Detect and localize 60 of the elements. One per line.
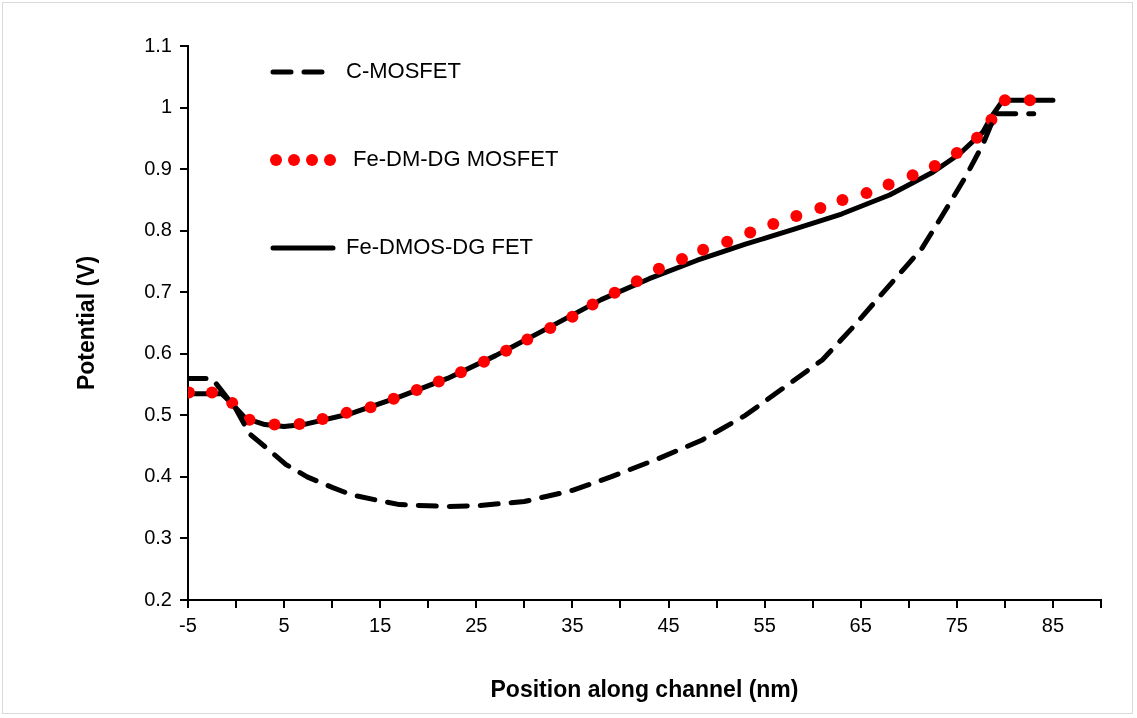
- point: [410, 384, 423, 397]
- point: [544, 321, 557, 334]
- x-tick-label: 85: [1041, 613, 1065, 636]
- x-tick-label: 65: [849, 613, 872, 636]
- x-tick-label: 35: [561, 613, 584, 636]
- point: [836, 193, 849, 206]
- x-tick-label: 5: [278, 613, 290, 636]
- point: [882, 178, 895, 191]
- y-tick-label: 0.4: [144, 464, 172, 487]
- point: [432, 375, 445, 388]
- point: [950, 147, 963, 160]
- y-tick-label: 0.7: [144, 279, 172, 302]
- y-axis-title: Potential (V): [73, 255, 100, 391]
- y-tick-label: 0.3: [144, 525, 172, 548]
- point: [364, 401, 377, 414]
- point: [1023, 94, 1036, 107]
- point: [478, 355, 490, 368]
- point: [630, 275, 643, 288]
- point: [293, 417, 306, 430]
- point: [767, 217, 780, 230]
- y-tick-label: 1: [160, 95, 172, 118]
- point: [906, 169, 919, 182]
- point: [586, 298, 599, 311]
- x-tick-label: 15: [369, 613, 392, 636]
- point: [744, 226, 757, 239]
- point: [566, 310, 579, 323]
- point: [928, 160, 941, 173]
- x-tick-label: 75: [945, 613, 968, 636]
- x-tick-label: 25: [465, 613, 488, 636]
- point: [387, 392, 400, 405]
- point: [675, 252, 688, 265]
- y-tick-label: 0.5: [144, 402, 172, 425]
- point: [814, 201, 827, 214]
- x-axis-title: Position along channel (nm): [490, 675, 799, 702]
- point: [971, 131, 984, 144]
- legend-label: C-MOSFET: [346, 58, 461, 84]
- x-tick-label: 45: [657, 613, 680, 636]
- y-tick-label: 0.9: [144, 156, 172, 179]
- point: [521, 333, 534, 346]
- point: [697, 243, 710, 256]
- y-tick-label: 0.6: [144, 341, 172, 364]
- y-tick-label: 1.1: [144, 33, 172, 56]
- legend-label: Fe-DM-DG MOSFET: [353, 146, 559, 172]
- point: [454, 366, 467, 379]
- point: [340, 406, 353, 419]
- point: [268, 418, 281, 431]
- point: [721, 235, 734, 248]
- x-tick-label: -5: [179, 613, 197, 636]
- point: [316, 413, 329, 426]
- point: [998, 94, 1011, 107]
- point: [652, 262, 665, 275]
- legend-label: Fe-DMOS-DG FET: [346, 234, 533, 260]
- y-tick-label: 0.8: [144, 218, 172, 241]
- point: [860, 187, 873, 200]
- point: [500, 344, 513, 357]
- point: [608, 286, 621, 299]
- point: [206, 386, 219, 399]
- x-tick-label: 55: [753, 613, 776, 636]
- y-tick-label: 0.2: [144, 587, 172, 610]
- point: [790, 209, 803, 222]
